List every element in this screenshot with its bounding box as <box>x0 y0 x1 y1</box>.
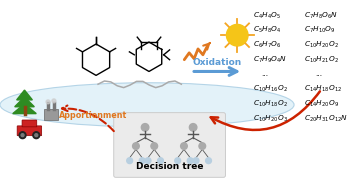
Circle shape <box>151 143 157 149</box>
Circle shape <box>199 143 206 149</box>
Circle shape <box>187 158 193 164</box>
Circle shape <box>33 132 40 139</box>
Text: Oxidation: Oxidation <box>192 58 241 67</box>
Text: $C_5H_8O_4$: $C_5H_8O_4$ <box>253 25 281 35</box>
Circle shape <box>141 124 149 131</box>
Text: $C_{10}H_{16}O_2$: $C_{10}H_{16}O_2$ <box>253 84 288 94</box>
Text: $C_7H_8O_6N$: $C_7H_8O_6N$ <box>304 10 338 21</box>
Circle shape <box>21 134 24 137</box>
Ellipse shape <box>0 83 294 127</box>
FancyBboxPatch shape <box>114 113 226 177</box>
Circle shape <box>181 143 187 149</box>
Circle shape <box>46 100 50 104</box>
Text: Apportionment: Apportionment <box>59 111 127 120</box>
Text: Decision tree: Decision tree <box>136 163 203 171</box>
Text: $C_{10}H_{20}O_3$: $C_{10}H_{20}O_3$ <box>253 113 288 124</box>
Polygon shape <box>15 97 34 107</box>
Text: $C_{14}H_{20}O_9$: $C_{14}H_{20}O_9$ <box>304 99 339 109</box>
Circle shape <box>145 158 151 164</box>
Circle shape <box>193 158 199 164</box>
Text: $C_7H_9O_4N$: $C_7H_9O_4N$ <box>253 55 287 65</box>
Circle shape <box>139 158 145 164</box>
Text: $C_{10}H_{20}O_2$: $C_{10}H_{20}O_2$ <box>304 40 339 50</box>
Text: ...: ... <box>315 71 322 77</box>
Text: $C_{10}H_{18}O_2$: $C_{10}H_{18}O_2$ <box>253 99 288 109</box>
Text: $C_4H_4O_5$: $C_4H_4O_5$ <box>253 10 281 21</box>
Circle shape <box>52 99 56 103</box>
Polygon shape <box>17 90 32 100</box>
Text: $C_6H_7O_6$: $C_6H_7O_6$ <box>253 40 281 50</box>
Text: $C_{10}H_{21}O_2$: $C_{10}H_{21}O_2$ <box>304 55 339 65</box>
FancyBboxPatch shape <box>22 120 37 127</box>
Circle shape <box>226 24 248 46</box>
Circle shape <box>157 158 164 164</box>
FancyBboxPatch shape <box>17 126 42 136</box>
Polygon shape <box>13 104 36 114</box>
Circle shape <box>35 134 38 137</box>
FancyBboxPatch shape <box>44 109 58 120</box>
Circle shape <box>175 158 181 164</box>
Circle shape <box>127 158 132 164</box>
Circle shape <box>19 132 26 139</box>
Circle shape <box>189 124 197 131</box>
Circle shape <box>132 143 139 149</box>
Text: $C_{14}H_{18}O_{12}$: $C_{14}H_{18}O_{12}$ <box>304 84 342 94</box>
Circle shape <box>206 158 211 164</box>
Text: $C_7H_{10}O_9$: $C_7H_{10}O_9$ <box>304 25 336 35</box>
Text: $C_{20}H_{31}O_{12}N$: $C_{20}H_{31}O_{12}N$ <box>304 113 348 124</box>
Text: ...: ... <box>261 71 268 77</box>
